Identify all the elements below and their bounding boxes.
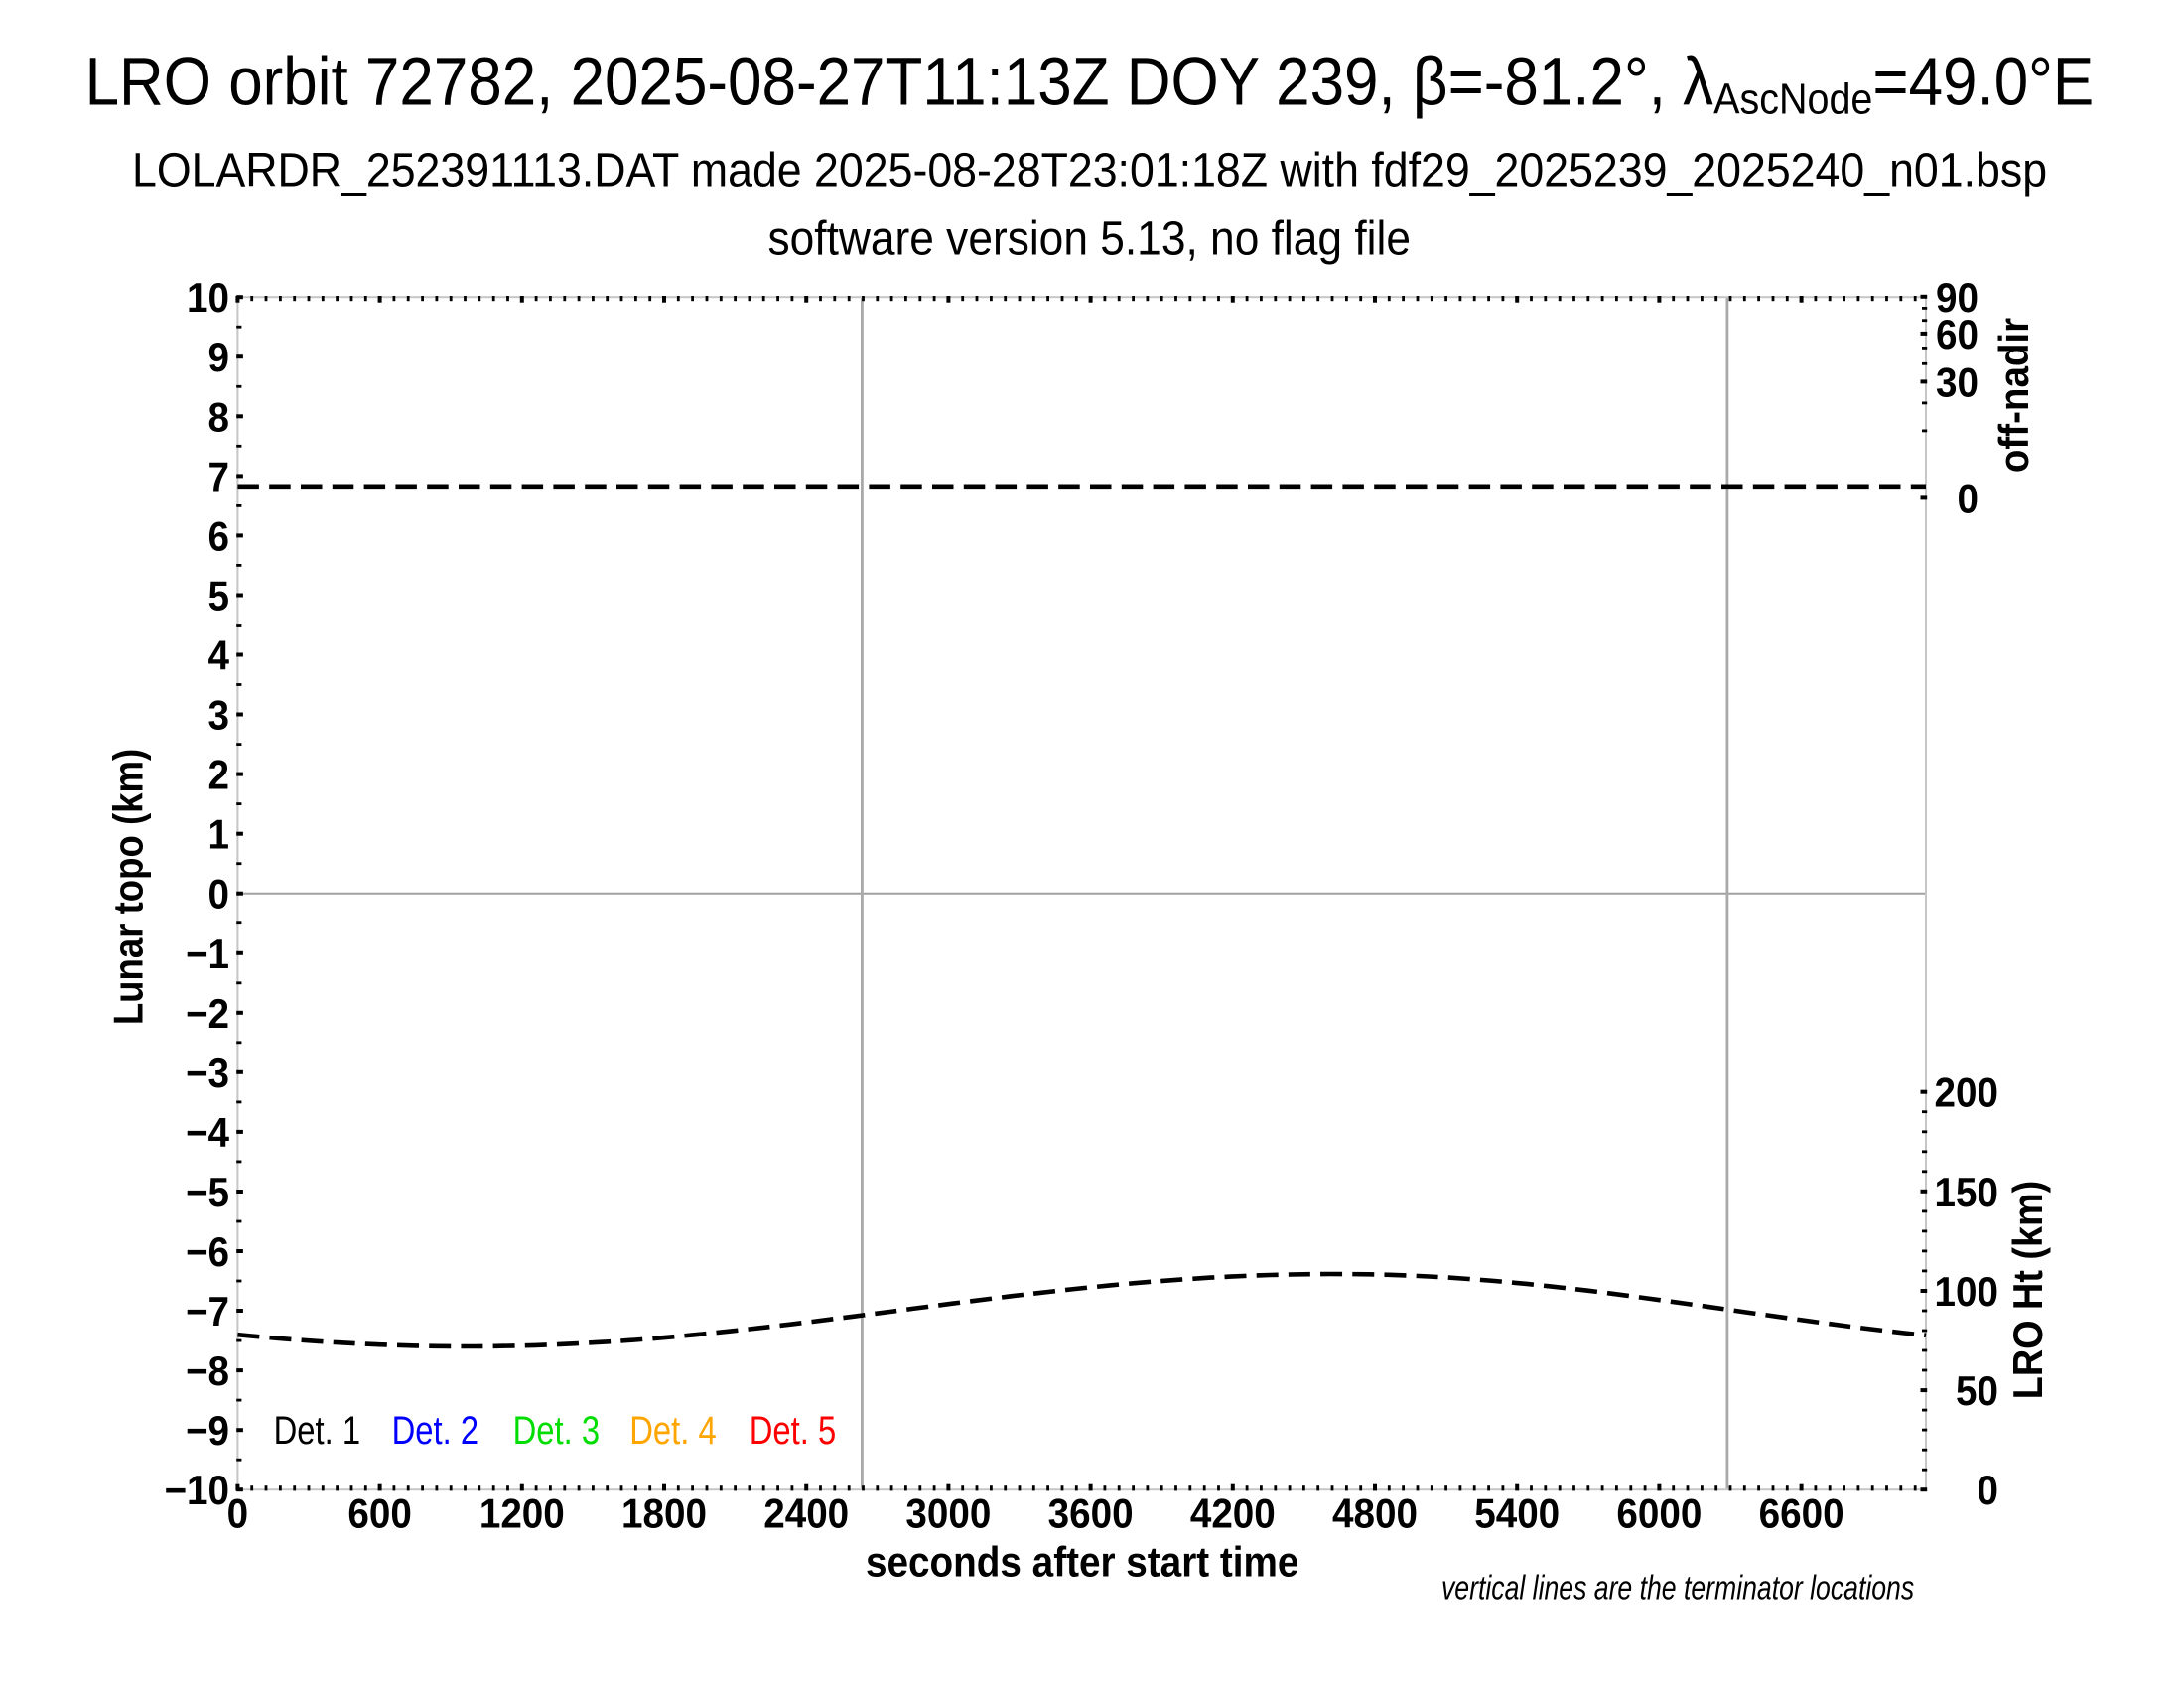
svg-text:9: 9 [208, 334, 229, 381]
svg-text:8: 8 [208, 393, 229, 441]
svg-text:30: 30 [1936, 358, 1979, 406]
svg-text:−10: −10 [164, 1467, 229, 1514]
svg-text:90: 90 [1936, 273, 1979, 321]
svg-text:Det. 5: Det. 5 [750, 1408, 836, 1453]
svg-text:Det. 4: Det. 4 [629, 1408, 716, 1453]
svg-text:5: 5 [208, 572, 229, 620]
svg-text:−7: −7 [186, 1287, 229, 1335]
svg-text:0: 0 [208, 870, 229, 917]
svg-text:LRO Ht (km): LRO Ht (km) [2005, 1181, 2051, 1399]
svg-text:Det. 3: Det. 3 [513, 1408, 600, 1453]
svg-text:3: 3 [208, 691, 229, 739]
svg-text:−1: −1 [186, 929, 229, 977]
svg-text:1800: 1800 [621, 1489, 707, 1537]
svg-text:3000: 3000 [905, 1489, 991, 1537]
svg-text:−2: −2 [186, 989, 229, 1037]
svg-text:−3: −3 [186, 1049, 229, 1096]
svg-text:7: 7 [208, 453, 229, 500]
svg-text:LRO orbit 72782, 2025-08-27T11: LRO orbit 72782, 2025-08-27T11:13Z DOY 2… [85, 43, 2095, 123]
svg-text:200: 200 [1935, 1068, 1998, 1116]
svg-text:software version 5.13, no flag: software version 5.13, no flag file [768, 211, 1411, 265]
svg-text:150: 150 [1935, 1168, 1998, 1215]
svg-text:50: 50 [1956, 1367, 1998, 1415]
svg-text:6000: 6000 [1616, 1489, 1702, 1537]
svg-text:2: 2 [208, 751, 229, 798]
svg-text:600: 600 [347, 1489, 411, 1537]
svg-text:1: 1 [208, 810, 229, 858]
svg-text:−5: −5 [186, 1168, 229, 1215]
svg-text:vertical lines are the termina: vertical lines are the terminator locati… [1441, 1569, 1914, 1607]
svg-text:off-nadir: off-nadir [1990, 318, 2037, 474]
svg-text:60: 60 [1936, 310, 1979, 357]
svg-text:0: 0 [227, 1489, 248, 1537]
svg-text:2400: 2400 [763, 1489, 849, 1537]
svg-text:Lunar topo (km): Lunar topo (km) [105, 749, 152, 1025]
svg-text:100: 100 [1935, 1267, 1998, 1315]
svg-text:6600: 6600 [1759, 1489, 1844, 1537]
svg-text:4800: 4800 [1332, 1489, 1418, 1537]
svg-text:3600: 3600 [1048, 1489, 1134, 1537]
svg-text:0: 0 [1958, 475, 1979, 522]
svg-text:seconds after start time: seconds after start time [866, 1538, 1298, 1586]
svg-text:4200: 4200 [1190, 1489, 1276, 1537]
svg-text:Det. 2: Det. 2 [392, 1408, 478, 1453]
svg-text:1200: 1200 [479, 1489, 565, 1537]
svg-text:−4: −4 [186, 1108, 230, 1156]
svg-text:0: 0 [1978, 1467, 1998, 1514]
svg-text:−6: −6 [186, 1227, 229, 1275]
svg-text:6: 6 [208, 512, 229, 560]
svg-text:Det. 1: Det. 1 [274, 1408, 360, 1453]
svg-text:LOLARDR_252391113.DAT made 202: LOLARDR_252391113.DAT made 2025-08-28T23… [132, 143, 2047, 197]
svg-text:−8: −8 [186, 1347, 229, 1395]
svg-text:10: 10 [187, 274, 229, 322]
svg-text:4: 4 [208, 632, 230, 679]
svg-text:−9: −9 [186, 1407, 229, 1455]
svg-text:5400: 5400 [1474, 1489, 1560, 1537]
